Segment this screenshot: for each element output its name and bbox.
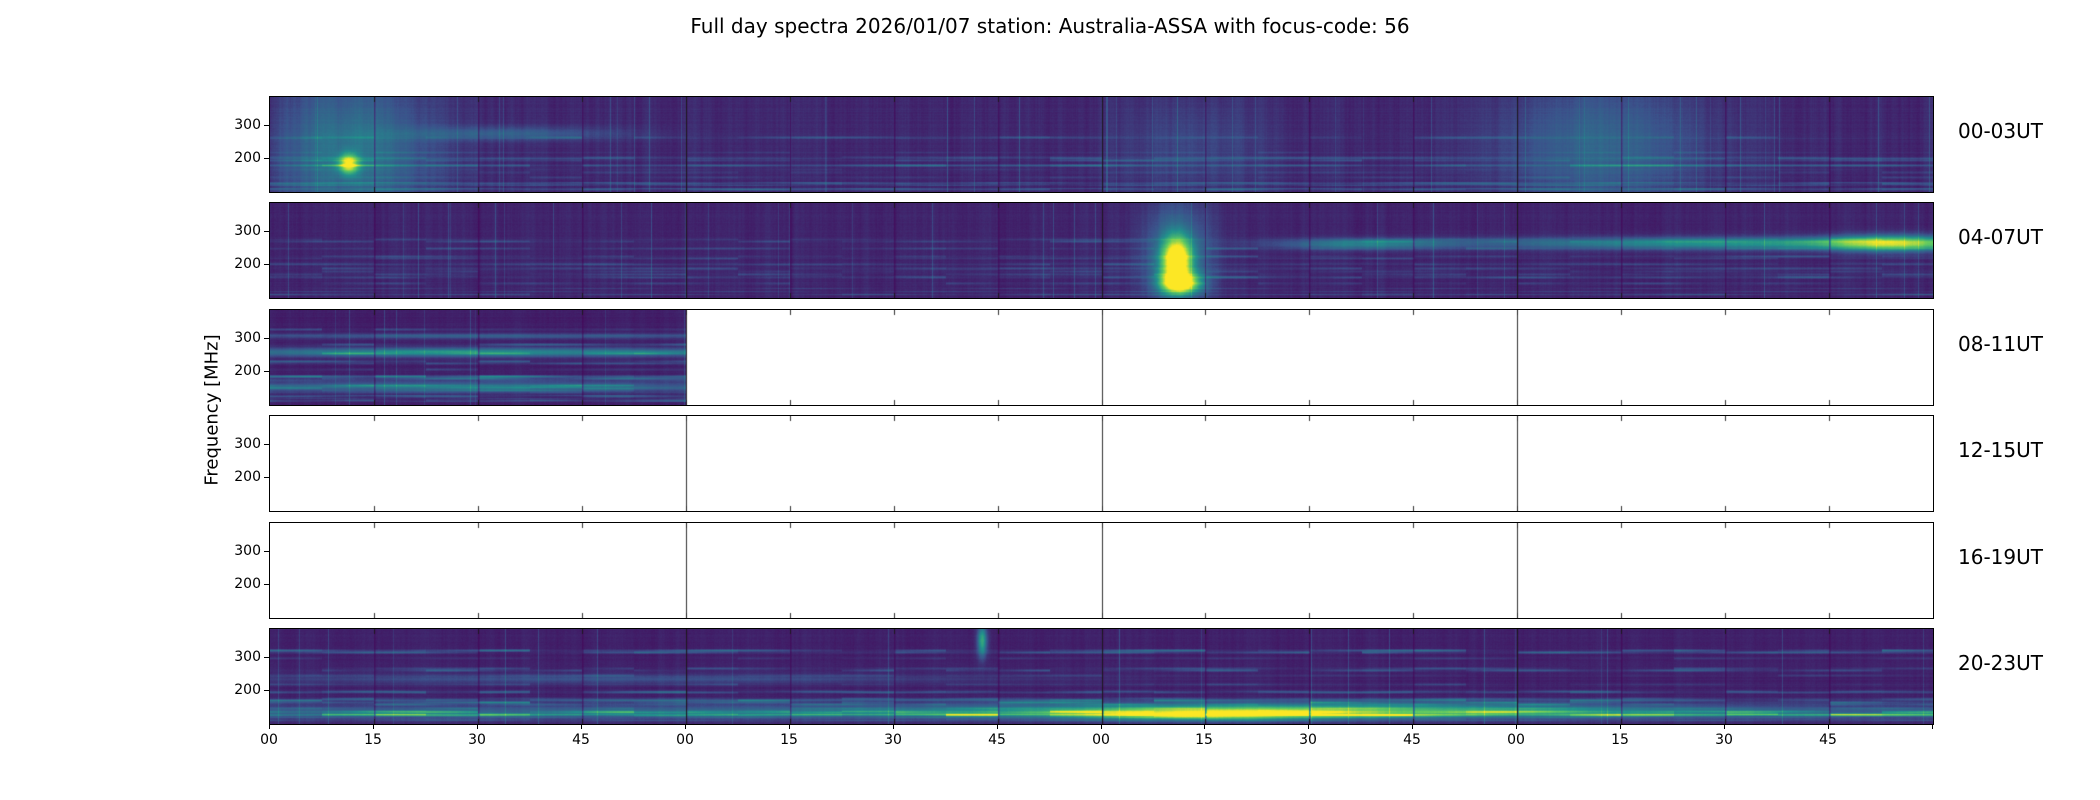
y-tick-label: 300: [234, 222, 261, 239]
x-tick-label: 30: [1715, 732, 1733, 748]
x-tick-mark: [269, 724, 270, 729]
x-tick-mark: [685, 724, 686, 729]
y-tick-mark: [264, 231, 269, 232]
panel-time-label: 16-19UT: [1958, 545, 2043, 569]
y-tick-mark: [264, 158, 269, 159]
x-tick-label: 15: [1195, 732, 1213, 748]
x-tick-label: 15: [1611, 732, 1629, 748]
y-tick-mark: [264, 584, 269, 585]
y-tick-mark: [264, 444, 269, 445]
spectrogram-canvas: [270, 416, 1933, 511]
panel-time-label: 08-11UT: [1958, 332, 2043, 356]
x-tick-mark: [1828, 724, 1829, 729]
x-tick-label: 30: [468, 732, 486, 748]
panel-time-label: 20-23UT: [1958, 651, 2043, 675]
y-tick-mark: [264, 477, 269, 478]
x-tick-label: 45: [1403, 732, 1421, 748]
y-tick-label: 300: [234, 116, 261, 133]
x-tick-label: 45: [572, 732, 590, 748]
spectrogram-canvas: [270, 629, 1933, 724]
y-tick-mark: [264, 551, 269, 552]
x-tick-mark: [1724, 724, 1725, 729]
y-tick-label: 200: [234, 575, 261, 592]
y-tick-mark: [264, 690, 269, 691]
spectrogram-canvas: [270, 97, 1933, 192]
y-tick-label: 200: [234, 468, 261, 485]
x-tick-mark: [373, 724, 374, 729]
x-tick-mark: [477, 724, 478, 729]
y-axis-label: Frequency [MHz]: [201, 334, 223, 486]
x-tick-label: 45: [1819, 732, 1837, 748]
x-tick-label: 00: [260, 732, 278, 748]
x-tick-mark: [893, 724, 894, 729]
y-tick-label: 200: [234, 255, 261, 272]
spectrogram-panel-04-07ut: [269, 202, 1934, 299]
x-tick-label: 30: [884, 732, 902, 748]
spectrogram-panel-16-19ut: [269, 522, 1934, 619]
spectrogram-canvas: [270, 203, 1933, 298]
y-tick-label: 300: [234, 648, 261, 665]
panel-time-label: 04-07UT: [1958, 225, 2043, 249]
x-tick-mark: [1620, 724, 1621, 729]
spectrogram-panel-08-11ut: [269, 309, 1934, 406]
x-tick-mark: [1308, 724, 1309, 729]
panel-time-label: 12-15UT: [1958, 438, 2043, 462]
spectrogram-panel-00-03ut: [269, 96, 1934, 193]
x-tick-mark: [1204, 724, 1205, 729]
spectrogram-canvas: [270, 310, 1933, 405]
x-tick-label: 15: [780, 732, 798, 748]
x-tick-mark: [581, 724, 582, 729]
y-tick-label: 300: [234, 329, 261, 346]
y-tick-label: 200: [234, 362, 261, 379]
x-tick-label: 30: [1299, 732, 1317, 748]
x-tick-mark: [1101, 724, 1102, 729]
y-tick-mark: [264, 657, 269, 658]
x-tick-label: 15: [364, 732, 382, 748]
y-tick-mark: [264, 371, 269, 372]
x-tick-label: 00: [676, 732, 694, 748]
y-tick-mark: [264, 338, 269, 339]
y-tick-label: 300: [234, 435, 261, 452]
x-tick-label: 00: [1092, 732, 1110, 748]
y-tick-label: 300: [234, 542, 261, 559]
y-tick-label: 200: [234, 681, 261, 698]
x-tick-mark: [1412, 724, 1413, 729]
spectrogram-canvas: [270, 523, 1933, 618]
x-tick-mark: [789, 724, 790, 729]
x-tick-label: 00: [1507, 732, 1525, 748]
x-tick-label: 45: [988, 732, 1006, 748]
y-tick-label: 200: [234, 149, 261, 166]
y-tick-mark: [264, 125, 269, 126]
panel-time-label: 00-03UT: [1958, 119, 2043, 143]
chart-title: Full day spectra 2026/01/07 station: Aus…: [690, 14, 1410, 38]
x-tick-mark: [997, 724, 998, 729]
x-tick-mark: [1932, 724, 1933, 729]
spectrogram-panel-12-15ut: [269, 415, 1934, 512]
x-tick-mark: [1516, 724, 1517, 729]
spectrogram-panel-20-23ut: [269, 628, 1934, 725]
y-tick-mark: [264, 264, 269, 265]
